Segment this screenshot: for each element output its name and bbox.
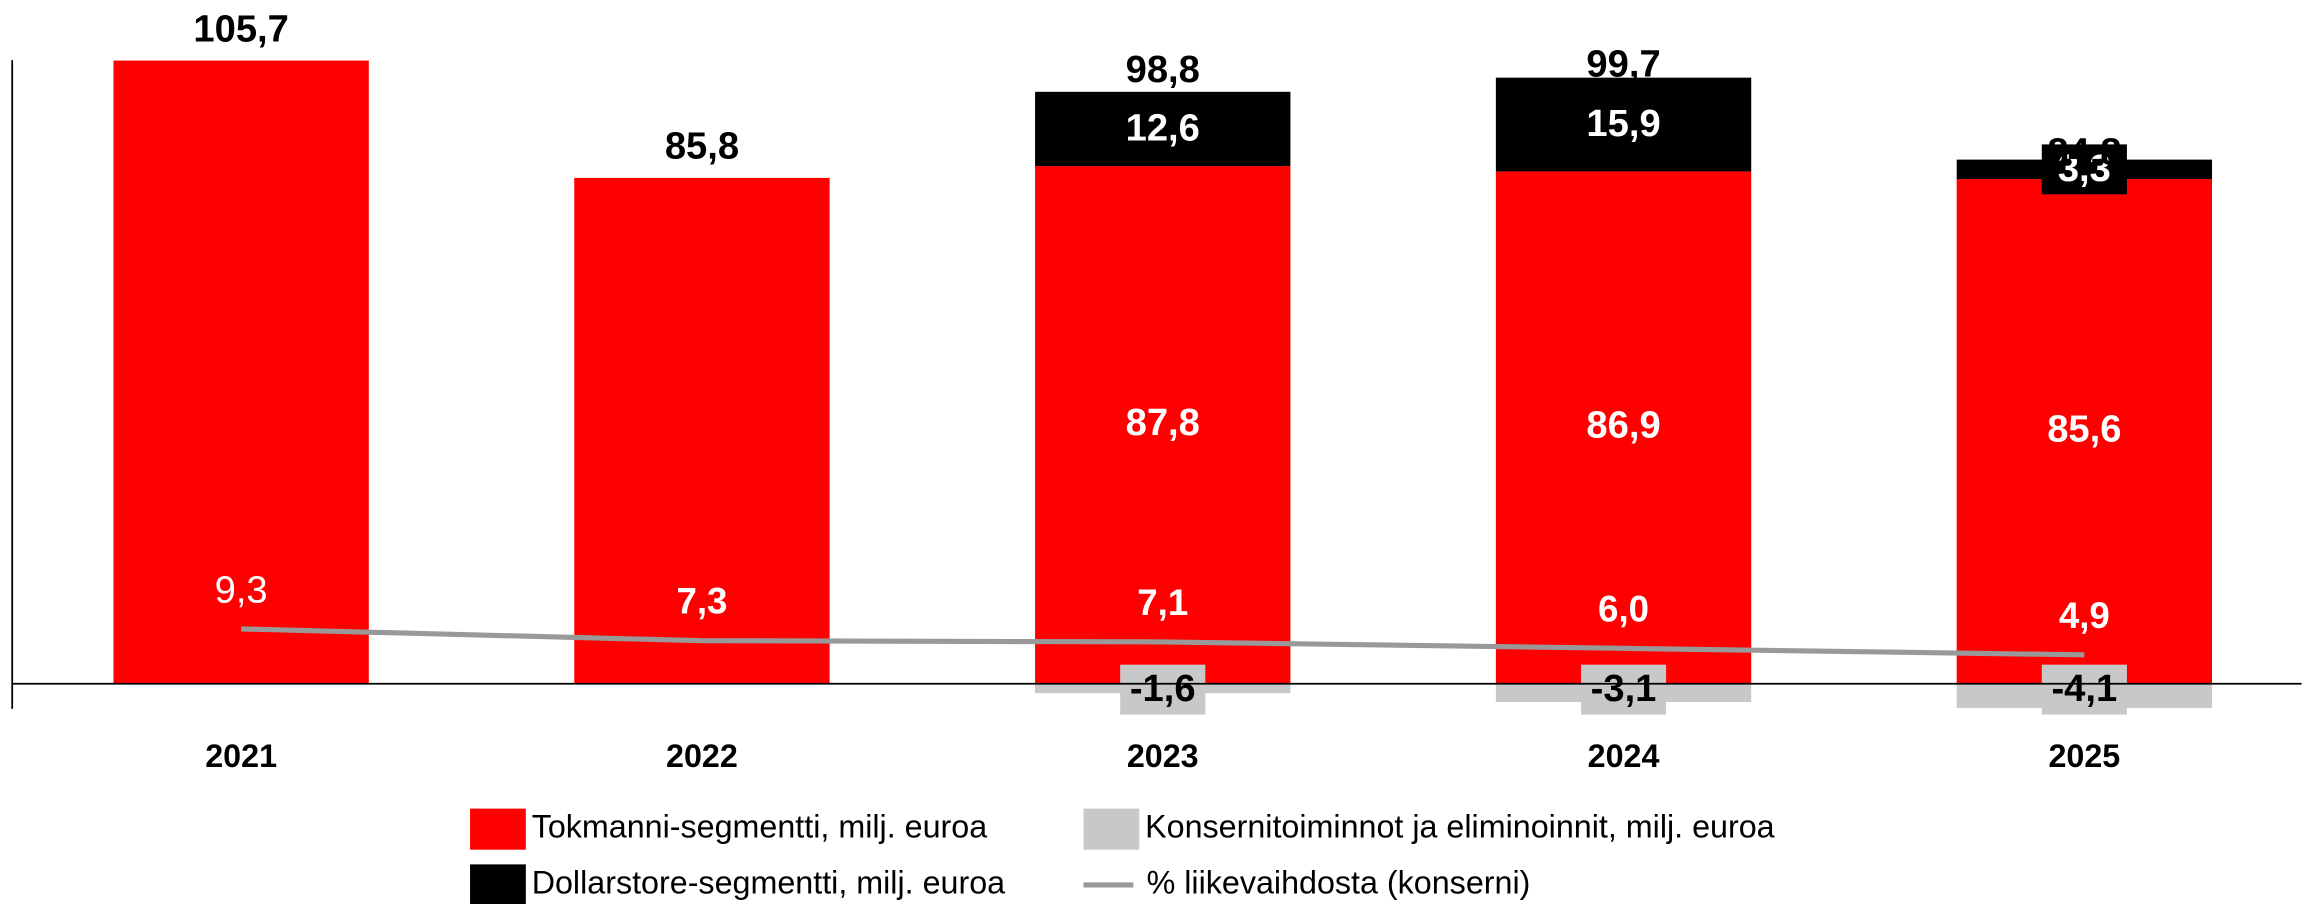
data-label: 7,3 xyxy=(676,581,727,622)
x-tick-label: 2024 xyxy=(1588,738,1660,774)
label-box xyxy=(1120,664,1206,715)
bar-segment xyxy=(1956,179,2213,684)
data-label: 87,8 xyxy=(1126,401,1200,444)
total-label: 84,8 xyxy=(2047,131,2121,174)
total-label: 85,8 xyxy=(665,125,739,168)
data-label: 86,9 xyxy=(1586,404,1660,447)
x-tick-label: 2022 xyxy=(666,738,738,774)
bar-segment xyxy=(1035,166,1291,684)
label-box xyxy=(1580,664,1667,715)
data-label: 4,9 xyxy=(2059,595,2110,636)
legend-swatch xyxy=(1083,808,1140,850)
x-tick-label: 2023 xyxy=(1127,738,1199,774)
legend-swatch xyxy=(470,808,526,850)
legend-label: Konsernitoiminnot ja eliminoinnit, milj.… xyxy=(1145,809,1775,845)
data-label: -3,1 xyxy=(1591,667,1657,710)
total-label: 98,8 xyxy=(1126,48,1200,91)
x-tick-label: 2021 xyxy=(205,738,277,774)
data-label: 7,1 xyxy=(1137,582,1188,623)
total-label: 105,7 xyxy=(193,7,288,50)
data-label: 15,9 xyxy=(1586,102,1660,145)
label-box xyxy=(1120,104,1206,154)
bar-segment xyxy=(574,177,830,684)
legend-label: % liikevaihdosta (konserni) xyxy=(1147,864,1531,900)
data-label: 85,6 xyxy=(2047,407,2121,450)
legend-swatch xyxy=(470,864,526,904)
legend-label: Dollarstore-segmentti, milj. euroa xyxy=(532,864,1005,900)
data-label: 3,3 xyxy=(2058,147,2111,190)
total-label: 99,7 xyxy=(1586,43,1660,86)
line-series xyxy=(241,626,2085,658)
data-label: -1,6 xyxy=(1130,667,1196,710)
data-label: 9,3 xyxy=(215,568,268,611)
data-label: -4,1 xyxy=(2051,667,2117,710)
label-box xyxy=(2041,664,2127,715)
x-tick-label: 2025 xyxy=(2048,738,2120,774)
data-label: 6,0 xyxy=(1598,588,1649,629)
data-label: 12,6 xyxy=(1126,107,1200,150)
label-box xyxy=(1580,99,1667,150)
legend-label: Tokmanni-segmentti, milj. euroa xyxy=(532,809,988,845)
bar-segment xyxy=(113,60,369,684)
bar-segment xyxy=(1495,171,1752,684)
label-box xyxy=(2041,144,2127,195)
